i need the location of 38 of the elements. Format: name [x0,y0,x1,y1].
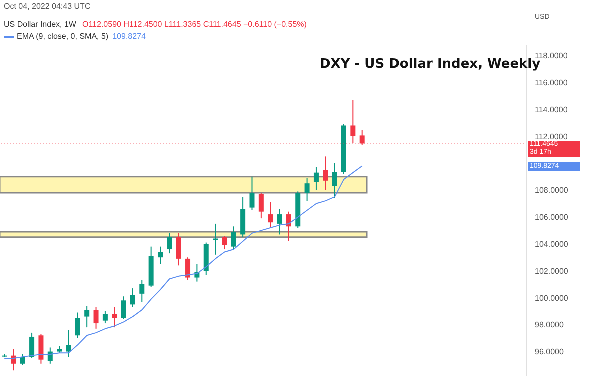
candlestick [66,330,72,358]
y-tick-label: 116.0000 [535,78,568,88]
candlestick [84,306,90,328]
candlestick [350,100,356,144]
text: O112.0590 H112.4500 L111.3365 C111.4645 −0.6110 (−0.55%) [82,20,307,29]
y-tick-label: 114.0000 [535,105,568,114]
candlestick [258,192,264,220]
candlestick [112,306,118,328]
candlestick [286,211,292,242]
candlestick [360,130,365,146]
y-tick-label: 102.0000 [535,266,569,276]
candlestick [176,232,182,266]
chart-subtitle: US Dollar Index, 1W [4,20,76,29]
candlestick [75,312,80,339]
y-tick-label: 106.0000 [535,213,569,222]
legend-label: EMA (9, close, 0, SMA, 5) [17,32,109,41]
y-tick-label: 96.0000 [535,348,564,357]
text: 109.8274 [112,32,146,41]
y-tick-label: 104.0000 [535,240,569,249]
candlestick [277,208,282,236]
candlestick [268,202,274,228]
candlestick [231,226,236,250]
text: Oct 04, 2022 04:43 UTC [4,2,91,11]
y-tick-label: 98.0000 [535,320,564,330]
candlestick [121,296,126,320]
y-tick-label: 112.0000 [535,132,568,142]
candlestick [94,306,99,330]
y-tick-label: 108.0000 [535,186,569,196]
candlestick [140,280,145,302]
candlestick [222,236,228,250]
candlestick [20,354,26,366]
candlestick [30,332,35,360]
candlestick [158,246,163,265]
candlestick [130,288,136,308]
candlestick [167,232,172,254]
y-tick-label: 100.0000 [535,294,569,303]
candlestick [102,310,108,324]
candlestick [186,257,191,281]
